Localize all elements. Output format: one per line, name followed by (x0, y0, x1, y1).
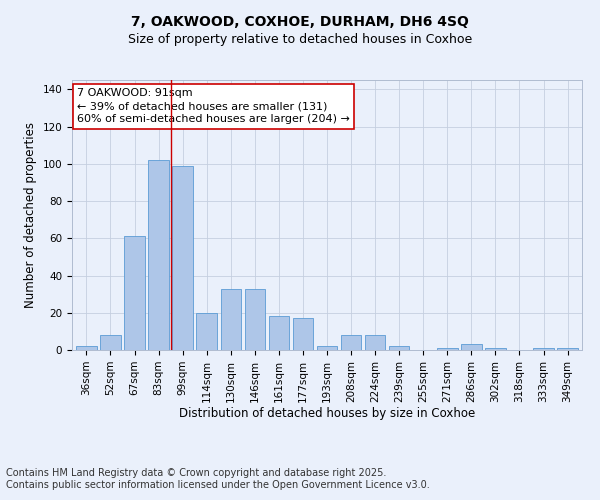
Text: 7 OAKWOOD: 91sqm
← 39% of detached houses are smaller (131)
60% of semi-detached: 7 OAKWOOD: 91sqm ← 39% of detached house… (77, 88, 350, 124)
Bar (269, 316, 289, 350)
Text: 7, OAKWOOD, COXHOE, DURHAM, DH6 4SQ: 7, OAKWOOD, COXHOE, DURHAM, DH6 4SQ (131, 15, 469, 29)
Bar (485, 348, 506, 350)
Bar (100, 335, 121, 350)
Bar (293, 318, 313, 350)
Bar (437, 348, 458, 350)
Bar (245, 288, 265, 350)
Bar (365, 335, 385, 350)
Bar (172, 166, 193, 350)
Bar (557, 348, 578, 350)
Bar (76, 346, 97, 350)
Text: Size of property relative to detached houses in Coxhoe: Size of property relative to detached ho… (128, 32, 472, 46)
Bar (533, 348, 554, 350)
Bar (317, 346, 337, 350)
Bar (148, 160, 169, 350)
Bar (124, 236, 145, 350)
Bar (389, 346, 409, 350)
Text: Contains HM Land Registry data © Crown copyright and database right 2025.
Contai: Contains HM Land Registry data © Crown c… (6, 468, 430, 490)
Bar (341, 335, 361, 350)
Bar (461, 344, 482, 350)
Bar (221, 288, 241, 350)
Bar (196, 313, 217, 350)
Y-axis label: Number of detached properties: Number of detached properties (24, 122, 37, 308)
X-axis label: Distribution of detached houses by size in Coxhoe: Distribution of detached houses by size … (179, 408, 475, 420)
